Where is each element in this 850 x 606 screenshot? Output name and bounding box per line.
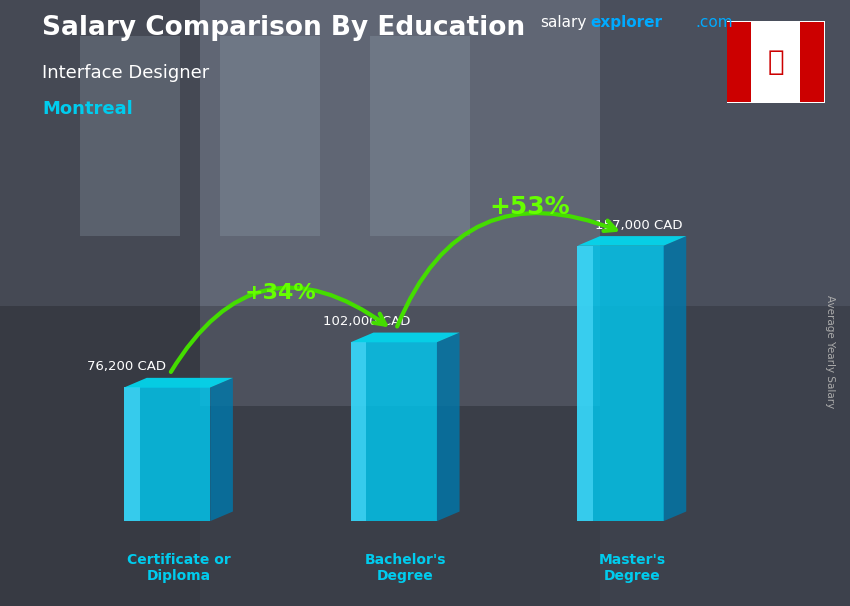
Text: Average Yearly Salary: Average Yearly Salary [824,295,835,408]
Bar [370,36,470,236]
Text: Master's
Degree: Master's Degree [598,553,666,583]
Bar [728,22,751,102]
Text: 🍁: 🍁 [768,48,784,76]
Text: 102,000 CAD: 102,000 CAD [323,315,411,328]
Polygon shape [351,342,437,521]
Polygon shape [124,387,139,521]
FancyBboxPatch shape [725,19,826,105]
Bar [600,0,850,606]
Polygon shape [577,246,664,521]
Polygon shape [577,236,686,246]
Text: +34%: +34% [245,283,316,303]
Text: 157,000 CAD: 157,000 CAD [595,219,683,231]
Polygon shape [210,378,233,521]
Bar [751,22,800,102]
Text: 76,200 CAD: 76,200 CAD [87,361,166,373]
Bar [800,22,824,102]
Bar [80,36,180,236]
Text: explorer: explorer [591,15,663,30]
Bar [200,0,600,406]
Polygon shape [437,333,460,521]
Text: .com: .com [695,15,733,30]
Text: Bachelor's
Degree: Bachelor's Degree [365,553,446,583]
Text: Salary Comparison By Education: Salary Comparison By Education [42,15,525,41]
Polygon shape [351,333,460,342]
Bar [0,0,200,606]
Polygon shape [124,387,210,521]
Polygon shape [577,246,593,521]
Bar [220,36,320,236]
Text: salary: salary [540,15,586,30]
Polygon shape [351,342,366,521]
Text: Certificate or
Diploma: Certificate or Diploma [127,553,230,583]
Polygon shape [664,236,686,521]
Text: +53%: +53% [490,195,570,219]
Text: Interface Designer: Interface Designer [42,64,210,82]
Text: Montreal: Montreal [42,100,133,118]
Polygon shape [124,378,233,387]
Bar [0,0,850,306]
